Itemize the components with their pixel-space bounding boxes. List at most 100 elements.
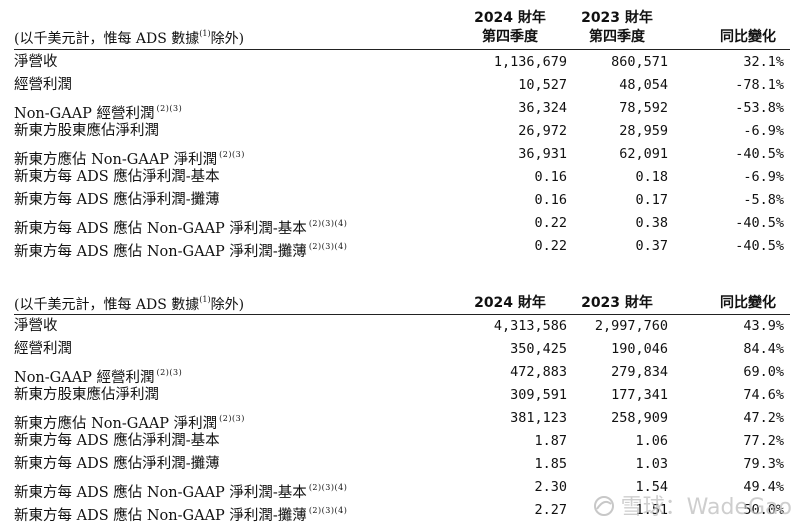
row-label: 新東方每 ADS 應佔 Non-GAAP 淨利潤-基本 (2)(3)(4) [14, 212, 347, 241]
row-label: Non-GAAP 經營利潤 (2)(3) [14, 97, 182, 126]
row-label: 新東方每 ADS 應佔 Non-GAAP 淨利潤-基本 (2)(3)(4) [14, 476, 347, 505]
footnote-ref: (2)(3) [156, 104, 183, 113]
footnote-ref: (2)(3) [219, 414, 245, 423]
row-label-text: 新東方每 ADS 應佔淨利潤-基本 [14, 169, 220, 185]
table-row: 新東方每 ADS 應佔淨利潤-基本 1.87 1.06 77.2% [0, 430, 800, 453]
row-label: 新東方每 ADS 應佔 Non-GAAP 淨利潤-攤薄 (2)(3)(4) [14, 499, 347, 528]
table-row: 新東方每 ADS 應佔 Non-GAAP 淨利潤-基本 (2)(3)(4) 0.22… [0, 212, 800, 237]
table-row: 新東方每 ADS 應佔 Non-GAAP 淨利潤-攤薄 (2)(3)(4) 2.27… [0, 499, 800, 524]
col-current-line2: 第四季度 [482, 29, 538, 45]
annual-col-prior: 2023 財年 [581, 295, 653, 311]
watermark: 雪球：WadeGao [591, 489, 792, 521]
value-yoy: -53.8% [735, 100, 784, 116]
quarterly-col-current: 2024 財年 第四季度 [455, 9, 565, 47]
table-row: 新東方每 ADS 應佔 Non-GAAP 淨利潤-基本 (2)(3)(4) 2.30… [0, 476, 800, 501]
table-row: 新東方每 ADS 應佔淨利潤-攤薄 0.16 0.17 -5.8% [0, 189, 800, 212]
unit-note-text: (以千美元計，惟每 ADS 數據 [14, 31, 200, 47]
value-yoy: -40.5% [735, 215, 784, 231]
value-prior: 279,834 [611, 364, 668, 380]
col-prior-line1: 2023 財年 [581, 10, 653, 26]
value-prior: 78,592 [619, 100, 668, 116]
value-prior: 258,909 [611, 410, 668, 426]
value-current: 0.16 [534, 169, 567, 185]
value-yoy: -6.9% [743, 169, 784, 185]
table-row: 新東方應佔 Non-GAAP 淨利潤 (2)(3) 36,931 62,091 -40.… [0, 143, 800, 168]
value-prior: 0.38 [635, 215, 668, 231]
row-label-text: Non-GAAP 經營利潤 [14, 370, 155, 386]
row-label: 新東方應佔 Non-GAAP 淨利潤 (2)(3) [14, 143, 245, 172]
quarterly-col-prior: 2023 財年 第四季度 [562, 9, 672, 47]
value-current: 0.22 [534, 238, 567, 254]
unit-note-text: (以千美元計，惟每 ADS 數據 [14, 297, 200, 313]
quarterly-header-rule [14, 49, 790, 50]
unit-note-sup: (1) [199, 295, 211, 304]
unit-note-sup: (1) [199, 29, 211, 38]
row-label-text: 新東方每 ADS 應佔淨利潤-攤薄 [14, 192, 220, 208]
value-yoy: 84.4% [743, 341, 784, 357]
row-label: 經營利潤 [14, 74, 72, 97]
annual-table: (以千美元計，惟每 ADS 數據(1)除外) 2024 財年 2023 財年 同… [0, 290, 800, 524]
value-prior: 1.03 [635, 456, 668, 472]
value-prior: 177,341 [611, 387, 668, 403]
row-label-text: Non-GAAP 經營利潤 [14, 106, 155, 122]
row-label: 新東方每 ADS 應佔淨利潤-攤薄 [14, 453, 220, 476]
value-prior: 860,571 [611, 54, 668, 70]
value-current: 0.22 [534, 215, 567, 231]
value-yoy: 74.6% [743, 387, 784, 403]
row-label-text: 新東方每 ADS 應佔 Non-GAAP 淨利潤-攤薄 [14, 508, 307, 524]
table-row: 經營利潤 10,527 48,054 -78.1% [0, 74, 800, 97]
value-yoy: 69.0% [743, 364, 784, 380]
row-label: 經營利潤 [14, 338, 72, 361]
row-label-text: 新東方每 ADS 應佔 Non-GAAP 淨利潤-攤薄 [14, 244, 307, 260]
row-label-text: 經營利潤 [14, 341, 72, 357]
value-current: 1.87 [534, 433, 567, 449]
snowball-logo-icon [593, 496, 614, 516]
row-label: 新東方股東應佔淨利潤 [14, 384, 159, 407]
value-prior: 0.17 [635, 192, 668, 208]
value-current: 0.16 [534, 192, 567, 208]
value-yoy: 77.2% [743, 433, 784, 449]
quarterly-unit-note: (以千美元計，惟每 ADS 數據(1)除外) [14, 28, 244, 48]
footnote-ref: (2)(3) [219, 150, 245, 159]
value-prior: 0.18 [635, 169, 668, 185]
value-prior: 2,997,760 [594, 318, 668, 334]
value-prior: 62,091 [619, 146, 668, 162]
row-label: 新東方每 ADS 應佔淨利潤-攤薄 [14, 189, 220, 212]
value-prior: 1.54 [635, 479, 668, 495]
watermark-text: 雪球：WadeGao [620, 495, 792, 520]
table-row: 淨營收 1,136,679 860,571 32.1% [0, 51, 800, 74]
value-current: 472,883 [510, 364, 567, 380]
value-yoy: -78.1% [735, 77, 784, 93]
row-label-text: 淨營收 [14, 54, 58, 70]
footnote-ref: (2)(3)(4) [308, 219, 348, 228]
col-current-line1: 2024 財年 [474, 10, 546, 26]
table-row: 經營利潤 350,425 190,046 84.4% [0, 338, 800, 361]
quarterly-col-yoy: 同比變化 [720, 29, 776, 45]
row-label-text: 新東方股東應佔淨利潤 [14, 387, 159, 403]
value-current: 381,123 [510, 410, 567, 426]
row-label-text: 新東方每 ADS 應佔淨利潤-基本 [14, 433, 220, 449]
table-row: 新東方股東應佔淨利潤 309,591 177,341 74.6% [0, 384, 800, 407]
row-label-text: 新東方每 ADS 應佔 Non-GAAP 淨利潤-基本 [14, 485, 307, 501]
value-current: 1.85 [534, 456, 567, 472]
annual-unit-note: (以千美元計，惟每 ADS 數據(1)除外) [14, 294, 244, 314]
table-row: Non-GAAP 經營利潤 (2)(3) 472,883 279,834 69.0% [0, 361, 800, 386]
row-label: 淨營收 [14, 315, 58, 338]
value-yoy: 50.0% [743, 502, 784, 518]
row-label: Non-GAAP 經營利潤 (2)(3) [14, 361, 182, 390]
value-yoy: -6.9% [743, 123, 784, 139]
row-label-text: 經營利潤 [14, 77, 72, 93]
value-yoy: 79.3% [743, 456, 784, 472]
value-yoy: 47.2% [743, 410, 784, 426]
value-prior: 190,046 [611, 341, 668, 357]
annual-col-yoy: 同比變化 [720, 295, 776, 311]
value-prior: 48,054 [619, 77, 668, 93]
value-current: 26,972 [518, 123, 567, 139]
row-label: 新東方每 ADS 應佔 Non-GAAP 淨利潤-攤薄 (2)(3)(4) [14, 235, 347, 264]
row-label-text: 新東方應佔 Non-GAAP 淨利潤 [14, 416, 218, 432]
unit-note-end: 除外) [210, 297, 245, 313]
row-label: 新東方應佔 Non-GAAP 淨利潤 (2)(3) [14, 407, 245, 436]
value-current: 2.30 [534, 479, 567, 495]
value-current: 10,527 [518, 77, 567, 93]
value-prior: 28,959 [619, 123, 668, 139]
